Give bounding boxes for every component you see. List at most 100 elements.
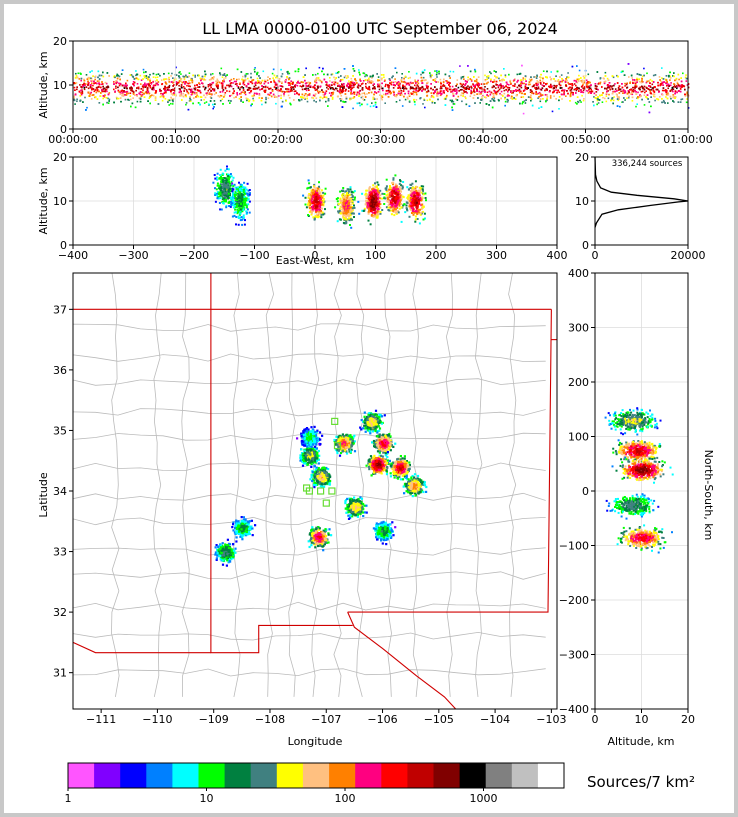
time-altitude-source <box>269 78 271 80</box>
time-altitude-source <box>661 98 663 100</box>
time-altitude-source <box>255 81 257 84</box>
time-altitude-source <box>528 81 531 83</box>
time-altitude-source <box>223 78 225 81</box>
time-altitude-source <box>148 85 150 87</box>
time-altitude-source <box>352 65 354 67</box>
time-altitude-source <box>236 92 238 94</box>
time-altitude-source <box>664 89 667 91</box>
time-altitude-source <box>672 95 675 97</box>
time-altitude-source <box>620 90 622 93</box>
time-altitude-source <box>651 83 654 86</box>
time-altitude-source <box>79 84 81 86</box>
time-altitude-source <box>674 86 677 88</box>
time-altitude-source <box>326 81 328 84</box>
time-altitude-source <box>650 96 652 98</box>
time-altitude-source <box>539 76 541 78</box>
time-altitude-source <box>636 79 639 82</box>
time-altitude-source <box>331 98 334 100</box>
time-altitude-source <box>209 96 212 98</box>
time-altitude-source <box>506 98 509 101</box>
time-altitude-source <box>540 106 543 108</box>
time-altitude-source <box>353 84 355 86</box>
time-altitude-source <box>414 80 417 83</box>
time-altitude-source <box>404 75 407 78</box>
time-altitude-source <box>327 85 330 87</box>
time-altitude-source <box>575 79 577 82</box>
time-altitude-source <box>162 96 165 99</box>
time-altitude-source <box>207 89 210 92</box>
time-altitude-source <box>203 102 206 104</box>
time-altitude-source <box>331 81 333 84</box>
time-altitude-source <box>254 82 256 85</box>
time-altitude-source <box>347 75 349 77</box>
time-altitude-source <box>321 91 324 93</box>
time-altitude-source <box>118 82 120 85</box>
time-altitude-source <box>641 87 644 89</box>
time-altitude-source <box>596 85 598 88</box>
time-altitude-source <box>350 88 352 91</box>
time-altitude-source <box>330 73 333 76</box>
time-altitude-source <box>220 67 223 70</box>
time-altitude-source <box>368 79 371 82</box>
time-altitude-source <box>118 84 121 87</box>
time-altitude-source <box>182 75 184 78</box>
time-altitude-source <box>424 106 426 109</box>
time-altitude-source <box>555 89 557 91</box>
time-altitude-source <box>339 92 342 94</box>
time-altitude-source <box>612 76 615 79</box>
time-altitude-source <box>121 92 124 94</box>
time-altitude-source <box>351 92 353 95</box>
time-altitude-source <box>85 109 87 111</box>
time-altitude-source <box>401 105 404 107</box>
time-altitude-source <box>255 92 258 95</box>
time-altitude-source <box>426 86 428 89</box>
time-altitude-source <box>500 74 502 77</box>
time-altitude-source <box>146 92 148 94</box>
time-altitude-source <box>352 82 354 85</box>
time-altitude-source <box>195 92 198 94</box>
time-altitude-source <box>652 93 654 95</box>
time-altitude-source <box>101 89 103 91</box>
time-altitude-source <box>664 102 666 104</box>
time-altitude-source <box>443 92 445 94</box>
time-altitude-source <box>576 65 578 67</box>
time-altitude-source <box>105 97 108 99</box>
time-altitude-source <box>259 82 262 85</box>
time-altitude-source <box>207 85 210 88</box>
time-altitude-source <box>194 76 196 78</box>
time-altitude-source <box>319 85 322 88</box>
time-altitude-source <box>555 98 557 100</box>
time-altitude-source <box>212 89 215 92</box>
time-altitude-source <box>592 101 594 103</box>
time-altitude-source <box>344 75 347 77</box>
time-altitude-source <box>276 76 279 79</box>
time-altitude-source <box>638 78 640 80</box>
time-altitude-source <box>535 82 537 85</box>
time-altitude-source <box>87 87 90 90</box>
time-altitude-source <box>435 81 437 83</box>
time-altitude-source <box>350 90 353 92</box>
time-altitude-source <box>417 85 420 88</box>
time-altitude-source <box>480 91 482 94</box>
time-altitude-source <box>403 77 405 80</box>
time-altitude-source <box>74 93 77 96</box>
time-altitude-source <box>185 95 187 98</box>
time-altitude-source <box>467 85 469 87</box>
time-altitude-source <box>75 75 78 77</box>
time-altitude-source <box>364 93 366 96</box>
time-altitude-source <box>322 93 325 96</box>
time-altitude-source <box>469 70 472 73</box>
time-altitude-source <box>415 72 418 75</box>
time-altitude-source <box>197 90 200 92</box>
time-altitude-source <box>80 93 83 96</box>
time-altitude-source <box>546 97 548 100</box>
time-altitude-source <box>542 70 545 72</box>
time-altitude-source <box>641 78 643 80</box>
time-altitude-source <box>101 81 103 83</box>
time-altitude-source <box>156 76 159 78</box>
time-altitude-source <box>372 105 375 107</box>
time-altitude-source <box>680 85 683 87</box>
time-altitude-source <box>380 77 382 80</box>
time-altitude-source <box>167 78 170 81</box>
time-altitude-source <box>566 79 568 82</box>
